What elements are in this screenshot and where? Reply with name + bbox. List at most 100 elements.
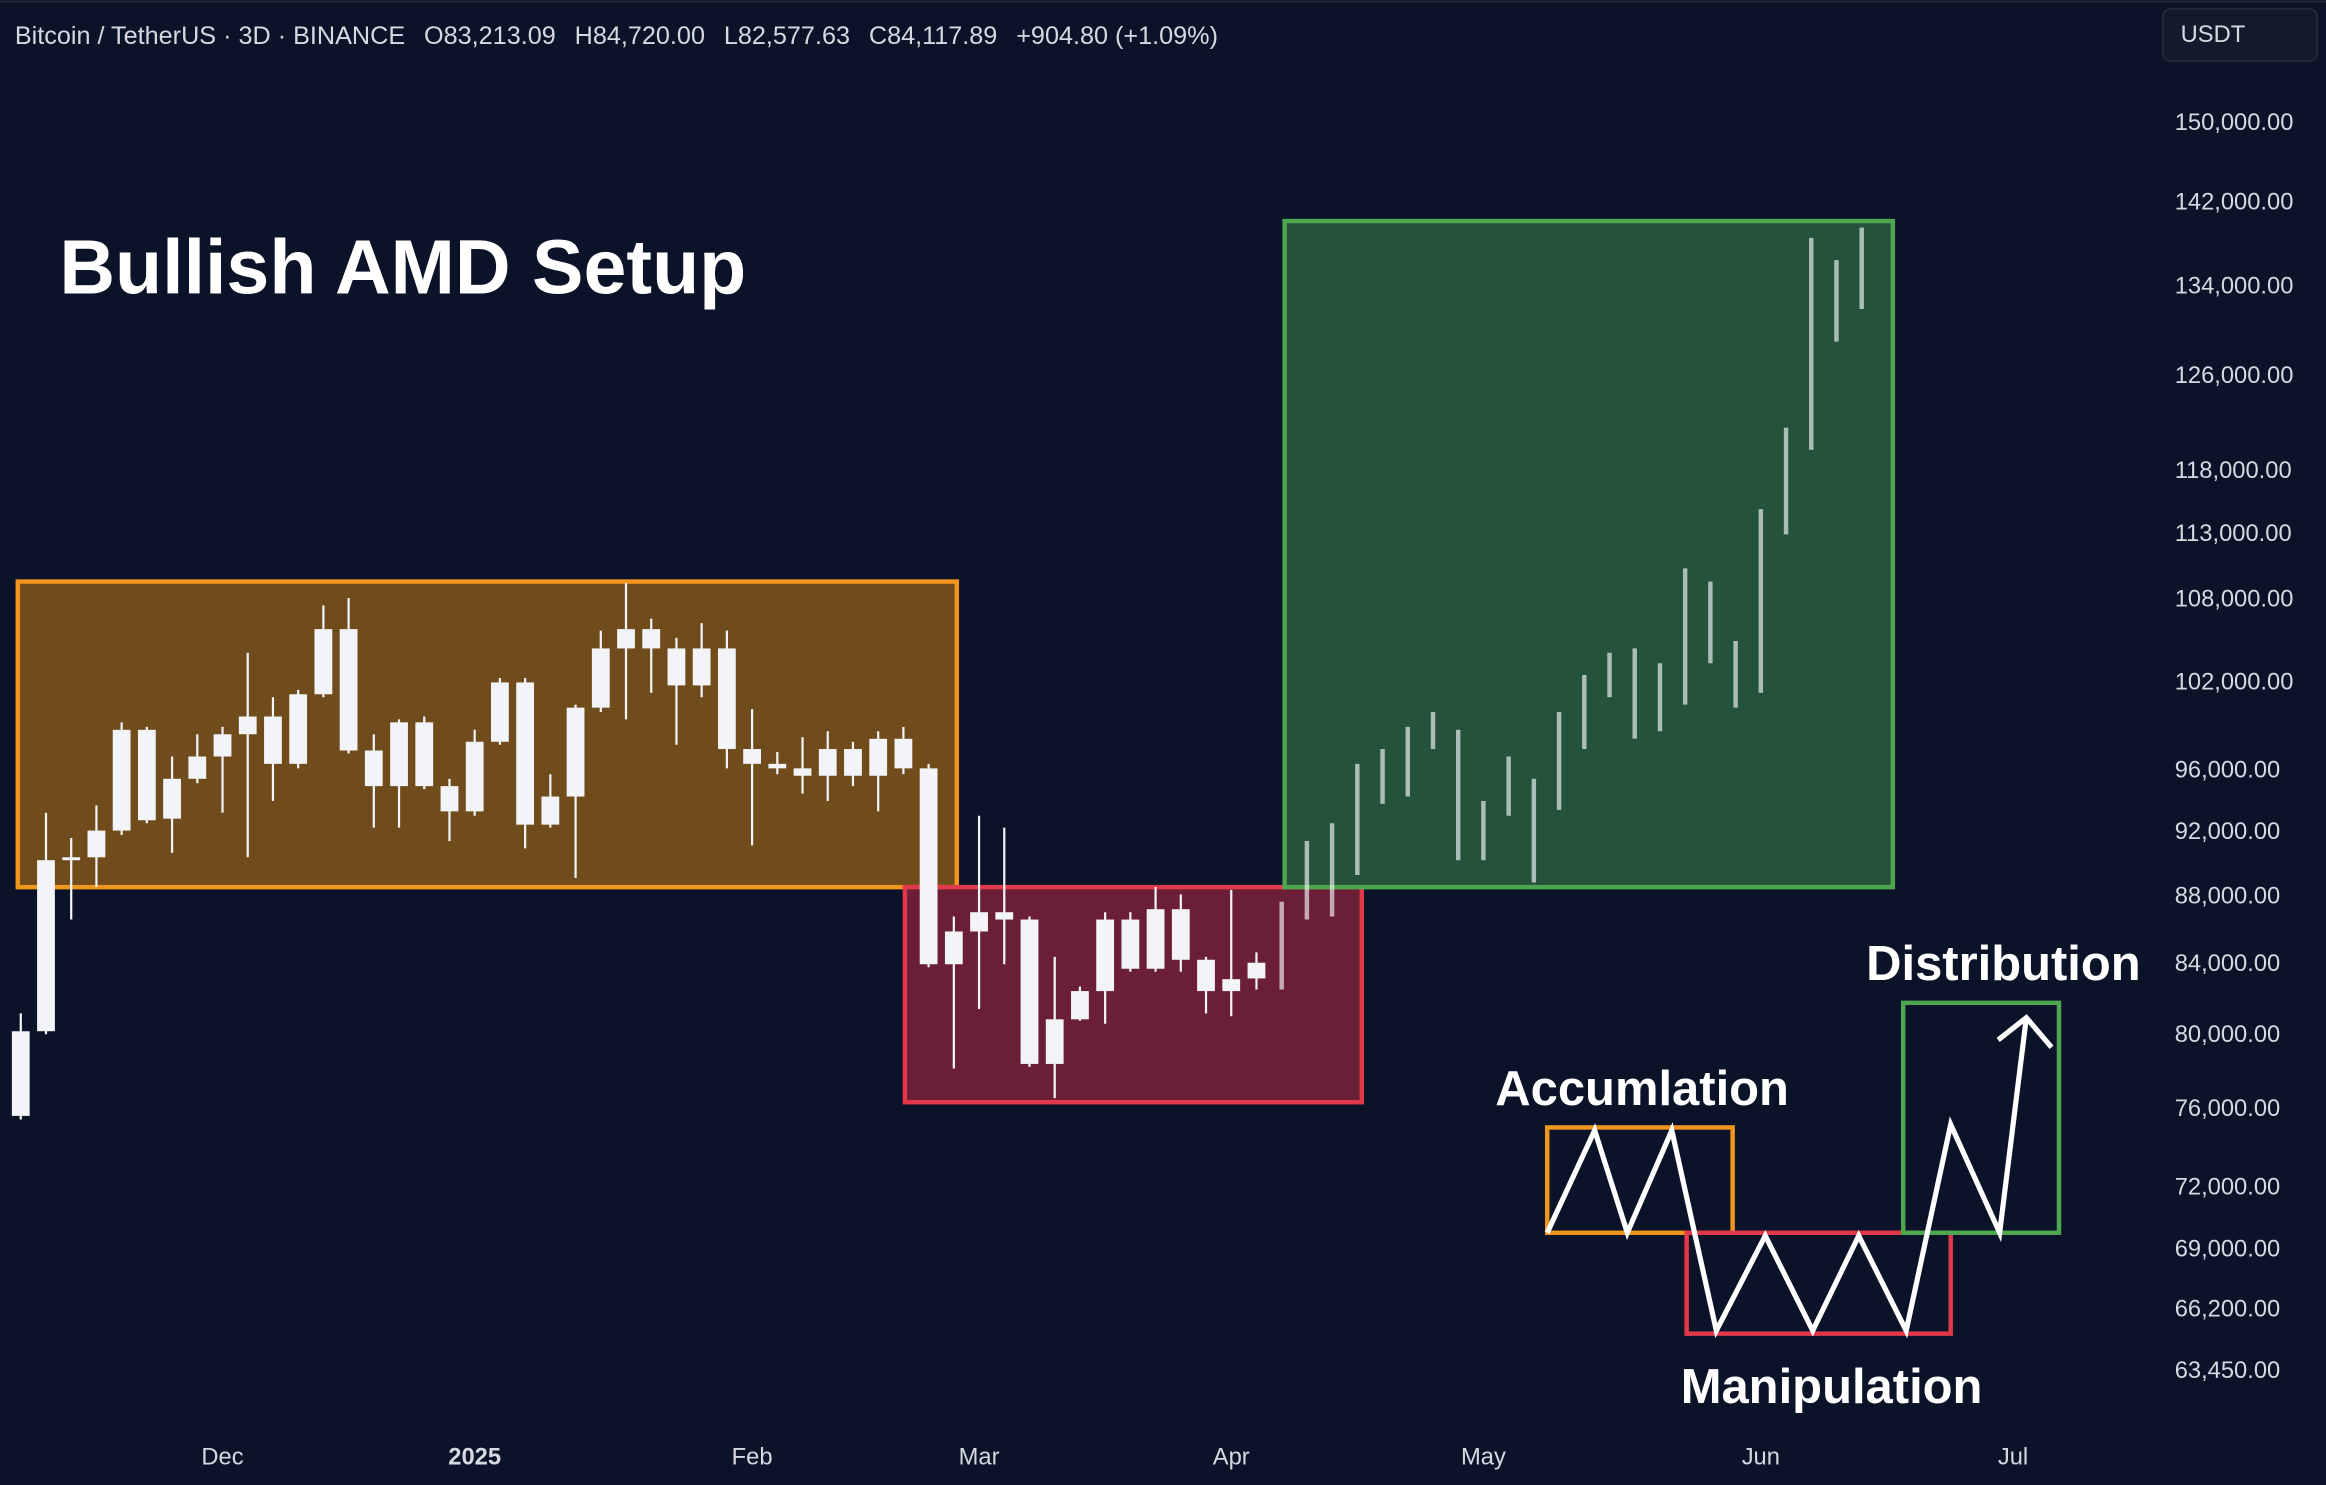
accumulation-zone [15,579,960,890]
candle-body [768,763,787,769]
candle-body [894,738,913,769]
symbol-header: Bitcoin / TetherUS · 3D · BINANCE O83,21… [15,22,1218,50]
x-tick-label: Apr [1213,1445,1250,1471]
candle-body [944,931,963,965]
candle-body [188,756,207,779]
y-tick-label: 92,000.00 [2175,819,2281,845]
candle-body [793,768,812,776]
candle-body [364,750,383,787]
candle-body [11,1031,30,1116]
candle-body [642,629,661,649]
y-tick-label: 76,000.00 [2175,1096,2281,1122]
candle-body [87,830,106,858]
candle-body [238,716,257,735]
y-tick-label: 80,000.00 [2175,1022,2281,1048]
zones [15,218,1896,1105]
distribution-label: Distribution [1866,937,2141,991]
x-tick-label: May [1461,1445,1506,1471]
candle-body [1071,991,1089,1020]
candle-body [1020,919,1039,1064]
candle-body [919,768,938,965]
header-item: +904.80 (+1.09%) [1016,22,1218,50]
accumulation-box [1544,1125,1735,1235]
candle-body [566,707,585,797]
header-item: Bitcoin / TetherUS · 3D · BINANCE [15,22,405,50]
candle-body [1096,919,1115,992]
x-tick-label: Mar [959,1445,1000,1471]
y-tick-label: 150,000.00 [2175,110,2294,136]
candle-body [415,722,434,787]
candle-body [339,629,358,751]
y-tick-label: 63,450.00 [2175,1358,2281,1384]
y-tick-label: 113,000.00 [2175,521,2292,547]
candle-body [1045,1019,1064,1064]
y-tick-label: 126,000.00 [2175,363,2294,389]
y-tick-label: 118,000.00 [2175,458,2292,484]
currency-label[interactable]: USDT [2181,22,2246,48]
y-tick-label: 102,000.00 [2175,669,2294,695]
candle-body [970,912,988,932]
x-tick-label: Dec [201,1445,243,1471]
candle-body [62,857,81,861]
header-item: C84,117.89 [869,22,997,50]
candle-body [844,749,862,776]
candle-body [818,749,837,776]
x-tick-label: Jul [1998,1445,2028,1471]
x-tick-label: Feb [732,1445,773,1471]
chart-title: Bullish AMD Setup [59,224,746,310]
y-tick-label: 142,000.00 [2175,189,2294,215]
y-tick-label: 88,000.00 [2175,884,2281,910]
candle-body [1247,962,1266,979]
candle-body [390,722,408,787]
arrow-head [1996,1014,2054,1050]
marks [11,122,2172,1373]
candle-body [717,648,736,750]
candle-body [516,682,535,825]
candle-body [213,734,232,757]
candle-body [440,786,459,812]
candle-body [743,749,761,764]
candle-body [1121,919,1140,969]
candle-body [1171,909,1190,960]
candle-body [491,682,509,742]
x-tick-label: 2025 [448,1445,501,1471]
candle-body [112,729,131,831]
currency-button[interactable] [2162,8,2318,62]
y-tick-label: 108,000.00 [2175,586,2294,612]
header-item: H84,720.00 [575,22,705,50]
candle-body [869,738,888,776]
candle-body [692,648,711,686]
header-item: L82,577.63 [724,22,850,50]
candle-body [314,629,333,695]
candle-body [163,778,181,819]
candle-body [591,648,610,708]
candle-body [667,648,686,686]
header-item: O83,213.09 [424,22,556,50]
candle-body [1197,959,1215,992]
candle-body [541,796,560,825]
candle-body [995,912,1014,920]
y-tick-label: 96,000.00 [2175,757,2281,783]
y-tick-label: 66,200.00 [2175,1296,2281,1322]
candle-body [289,694,308,764]
distribution-box [1901,1000,2062,1235]
candle-body [37,860,55,1032]
candle-body [1146,909,1165,969]
amd-diagram: Accumlation Manipulation Distribution [1495,937,2140,1414]
distribution-zone [1282,218,1896,890]
manipulation-label: Manipulation [1681,1360,1983,1414]
candle-body [137,729,156,821]
candle-body [617,629,635,649]
candle-body [465,741,484,812]
manipulation-box [1684,1230,1953,1336]
candle-body [1222,979,1241,992]
y-tick-label: 134,000.00 [2175,274,2294,300]
price-path [1544,1017,2029,1339]
y-tick-label: 84,000.00 [2175,951,2281,977]
y-tick-label: 72,000.00 [2175,1175,2281,1201]
y-tick-label: 69,000.00 [2175,1236,2281,1262]
candle-body [264,716,282,764]
x-tick-label: Jun [1742,1445,1780,1471]
